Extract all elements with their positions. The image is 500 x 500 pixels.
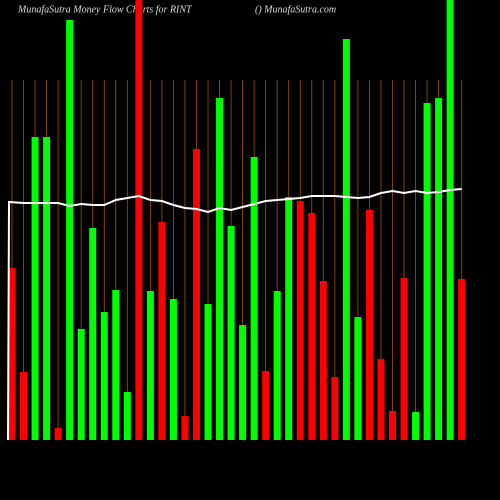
- bar: [181, 416, 189, 440]
- trend-line: [7, 188, 462, 441]
- bar: [400, 278, 408, 440]
- bar: [112, 290, 120, 440]
- bar: [250, 157, 258, 440]
- bar: [43, 137, 51, 440]
- bar: [423, 103, 431, 440]
- bar: [204, 304, 212, 440]
- bar: [354, 317, 362, 440]
- bar: [435, 98, 443, 440]
- bar: [227, 226, 235, 440]
- bar: [262, 371, 270, 440]
- bar: [192, 149, 200, 440]
- bar: [296, 201, 304, 440]
- bar: [20, 372, 28, 440]
- bar: [77, 329, 85, 440]
- bar: [100, 312, 108, 440]
- bar: [285, 197, 293, 440]
- bar: [135, 0, 143, 440]
- bar: [458, 279, 466, 440]
- bar: [365, 210, 373, 440]
- bar: [377, 359, 385, 440]
- bar: [123, 392, 131, 440]
- bar: [388, 411, 396, 440]
- chart-title: MunafaSutra Money Flow Charts for RINT: [17, 4, 193, 15]
- bar: [169, 299, 177, 440]
- bar: [8, 268, 16, 440]
- bar: [216, 98, 224, 440]
- bar: [66, 20, 74, 440]
- bar: [158, 222, 166, 440]
- bar: [342, 39, 350, 440]
- bar: [319, 281, 327, 440]
- bar: [412, 412, 420, 440]
- bar: [273, 291, 281, 440]
- bar: [146, 291, 154, 440]
- bar: [31, 137, 39, 440]
- bar: [308, 213, 316, 440]
- bar: [239, 325, 247, 440]
- bar: [446, 0, 454, 440]
- bar: [54, 428, 62, 440]
- bar: [89, 228, 97, 440]
- bar: [331, 377, 339, 440]
- chart-subtitle: () MunafaSutra.com: [255, 4, 336, 15]
